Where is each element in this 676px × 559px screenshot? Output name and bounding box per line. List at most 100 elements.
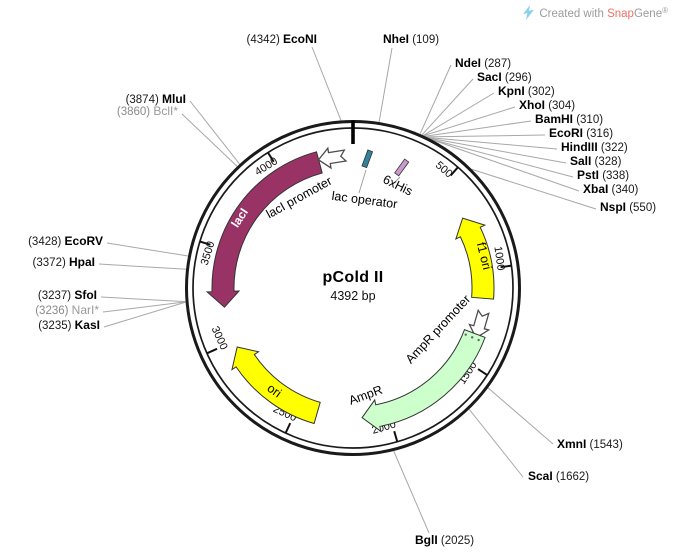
enzyme-label-NarI-star: (3236) NarI* (35, 303, 99, 318)
scale-tick-1500 (477, 368, 488, 376)
leader-line-XbaI (431, 139, 580, 192)
scale-tick-3500 (199, 240, 211, 246)
watermark-prefix: Created with (539, 8, 608, 20)
enzyme-name: KasI (74, 318, 100, 332)
enzyme-label-BclI-star: (3860) BclI* (117, 104, 178, 119)
enzyme-name: XmnI (557, 437, 587, 451)
snapgene-watermark: Created with SnapGene® (522, 5, 668, 20)
leader-line-EcoRI (426, 134, 546, 138)
enzyme-label-KpnI: KpnI (302) (498, 84, 555, 99)
leader-line-HpaI (98, 263, 187, 270)
feature-ori (231, 346, 321, 425)
enzyme-site-position: (3874) (125, 94, 162, 106)
leader-line-NheI (378, 47, 393, 123)
enzyme-name: BglI (415, 533, 438, 547)
feature-f1-ori (455, 217, 495, 300)
leader-line-XhoI (423, 106, 516, 137)
enzyme-site-position: (310) (573, 114, 604, 126)
leader-line-BglI (393, 450, 430, 534)
leader-line-SalI (428, 137, 567, 164)
watermark-registered-mark: ® (662, 6, 668, 15)
feature-AmpR (361, 329, 486, 433)
leader-line-MluI (189, 100, 240, 165)
enzyme-name: NdeI (455, 56, 482, 70)
enzyme-name: XbaI (583, 182, 609, 196)
leader-line-KpnI (423, 92, 495, 136)
leader-line-SacI (421, 78, 474, 136)
enzyme-site-position: (302) (524, 86, 555, 98)
enzyme-label-XhoI: XhoI (304) (519, 98, 575, 113)
enzyme-label-EcoRI: EcoRI (316) (549, 126, 613, 141)
scale-tick-1000 (500, 264, 512, 269)
leader-line-KasI (103, 301, 186, 328)
scale-label-3000: 3000 (209, 325, 230, 352)
ampr-junction-dot-2 (477, 338, 480, 342)
enzyme-label-BglI: BglI (2025) (415, 533, 474, 548)
enzyme-label-MluI: (3874) MluI (126, 92, 186, 107)
leader-line-EcoNI (311, 46, 342, 121)
plasmid-name: pCold II (322, 269, 384, 286)
enzyme-name: SalI (570, 154, 592, 168)
enzyme-label-EcoNI: (4342) EcoNI (247, 32, 317, 47)
feature-lacI (205, 151, 323, 308)
feature-AmpR-promoter (468, 308, 491, 339)
ampr-junction-dot-1 (470, 336, 474, 339)
enzyme-name: EcoRI (549, 126, 584, 140)
enzyme-site-position: (4342) (246, 34, 283, 46)
enzyme-site-position: (2025) (437, 535, 475, 547)
watermark-brand-snap: Snap (607, 8, 634, 20)
enzyme-site-position: (3235) (38, 320, 75, 332)
enzyme-site-position: (3372) (32, 257, 69, 269)
enzyme-name: NheI (383, 32, 410, 46)
enzyme-site-position: (340) (608, 184, 639, 196)
enzyme-site-position: (3428) (28, 236, 65, 248)
leader-line-BamHI (425, 120, 532, 137)
enzyme-name: SfoI (74, 288, 97, 302)
enzyme-label-HindIII: HindIII (322) (561, 140, 628, 155)
leader-line-ScaI (468, 409, 524, 478)
enzyme-label-XbaI: XbaI (340) (583, 182, 638, 197)
enzyme-label-EcoRV: (3428) EcoRV (28, 234, 103, 249)
enzyme-label-NheI: NheI (109) (383, 32, 439, 47)
feature-label-f1-ori: f1 ori (474, 241, 494, 271)
enzyme-label-KasI: (3235) KasI (38, 318, 100, 333)
enzyme-name: KpnI (498, 84, 525, 98)
scale-label-1000: 1000 (491, 245, 506, 271)
enzyme-label-PstI: PstI (338) (577, 168, 629, 183)
plasmid-title-block: pCold II 4392 bp (322, 269, 383, 303)
enzyme-name: ScaI (528, 469, 553, 483)
feature-lac-operator (361, 149, 374, 169)
scale-tick-4000 (267, 151, 275, 163)
enzyme-label-SalI: SalI (328) (570, 154, 621, 169)
enzyme-name: SacI (477, 70, 502, 84)
enzyme-site-position: (328) (591, 156, 622, 168)
enzyme-site-position: (296) (501, 72, 532, 84)
enzyme-label-BamHI: BamHI (310) (535, 112, 603, 127)
enzyme-site-position: (287) (481, 58, 512, 70)
enzyme-label-ScaI: ScaI (1662) (528, 469, 589, 484)
scale-tick-2000 (393, 430, 399, 443)
enzyme-site-position: (109) (409, 34, 440, 46)
feature-label-his6: 6xHis (381, 172, 415, 198)
enzyme-label-NspI: NspI (550) (600, 200, 656, 215)
leader-line-SfoI (100, 296, 186, 303)
enzyme-site-position: (304) (545, 100, 576, 112)
enzyme-site-position: (3860) (116, 106, 154, 118)
enzyme-name: HpaI (68, 255, 95, 269)
enzyme-label-NdeI: NdeI (287) (455, 56, 511, 71)
enzyme-name: MluI (162, 92, 186, 106)
enzyme-site-position: (322) (597, 142, 628, 154)
enzyme-label-HpaI: (3372) HpaI (33, 255, 95, 270)
plasmid-size: 4392 bp (330, 289, 376, 303)
enzyme-name: XhoI (519, 98, 545, 112)
leader-line-HindIII (427, 137, 558, 150)
leader-line-NdeI (419, 64, 452, 135)
enzyme-site-position: (1543) (586, 439, 623, 451)
enzyme-site-position: (1662) (552, 471, 590, 483)
feature-label-lac-operator: lac operator (331, 189, 398, 211)
pointer-line-lac-operator (358, 169, 367, 194)
enzyme-name: EcoRV (64, 234, 103, 248)
pointer-line-his6 (392, 176, 401, 185)
enzyme-label-XmnI: XmnI (1543) (557, 437, 623, 452)
